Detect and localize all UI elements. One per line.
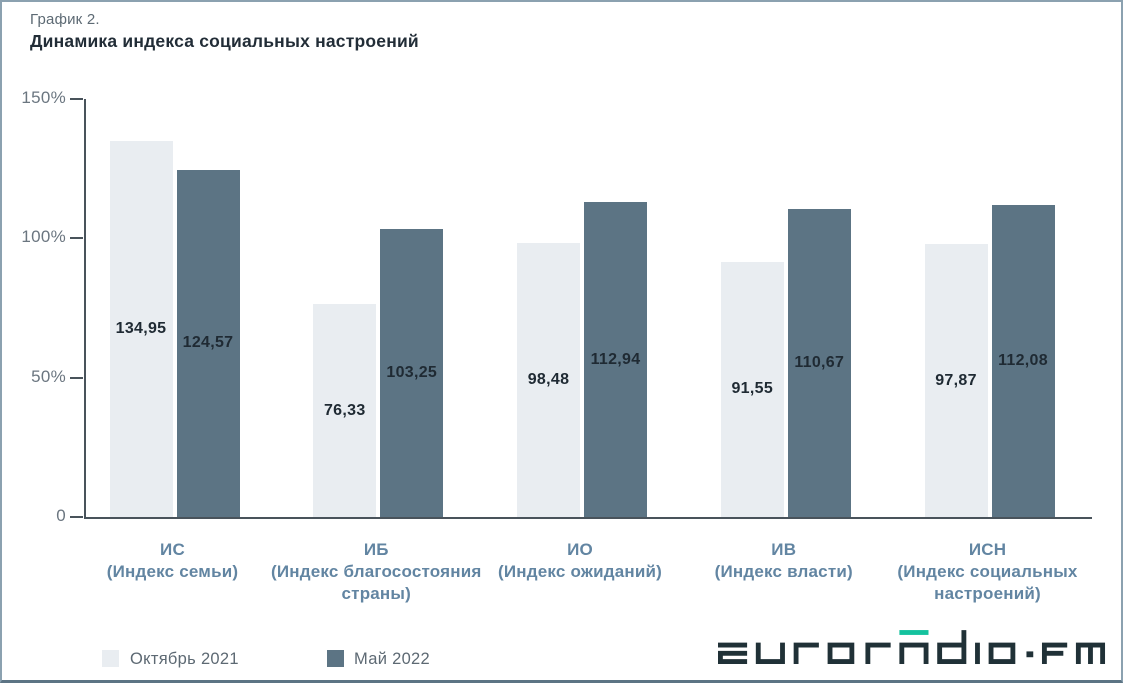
logo-letter-o: [827, 642, 855, 665]
logo-letter-m: [1075, 642, 1106, 665]
bar-ИС-may2022: [176, 169, 240, 517]
logo-letter-e: [718, 642, 748, 665]
bar-ИО-oct2021: [517, 242, 580, 517]
y-tick-dash: [70, 98, 83, 100]
y-tick-label: 50%: [31, 366, 66, 386]
logo-letter-r2: [865, 642, 891, 665]
bar-ИБ-oct2021: [313, 304, 377, 517]
bar-ИО-may2022: [584, 202, 647, 517]
category-code: ИВ: [771, 540, 797, 559]
logo-letter-f: [1041, 642, 1068, 665]
legend-swatch-may: [327, 650, 344, 667]
bar-ИБ-may2022: [380, 229, 444, 517]
category-code: ИС: [160, 540, 185, 559]
category-name: (Индекс благосостояния страны): [271, 562, 482, 603]
logo-letter-d: [937, 630, 967, 665]
bar-ИС-oct2021: [109, 140, 173, 517]
bar-ИСН-may2022: [991, 204, 1055, 517]
category-code: ИБ: [363, 540, 389, 559]
category-label-ИС: ИС (Индекс семьи): [61, 539, 285, 583]
legend-label-october: Октябрь 2021: [130, 650, 239, 668]
logo-dot: [1026, 651, 1034, 658]
legend-swatch-october: [102, 650, 119, 667]
chart-title: Динамика индекса социальных настроений: [30, 31, 419, 51]
y-tick-label: 100%: [21, 227, 66, 247]
category-name: (Индекс семьи): [106, 562, 239, 581]
category-label-ИВ: ИВ (Индекс власти): [672, 539, 896, 583]
logo-letter-r: [793, 642, 819, 665]
bar-value-label: 110,67: [794, 353, 845, 371]
logo-letter-a: [899, 642, 929, 665]
chart-pretitle: График 2.: [30, 11, 100, 28]
category-label-ИО: ИО (Индекс ожиданий): [468, 539, 692, 583]
y-tick-dash: [70, 516, 83, 518]
category-code: ИО: [567, 540, 593, 559]
category-code: ИСН: [968, 540, 1007, 559]
euroradio-fm-logo: [718, 630, 1106, 665]
logo-accent-bar: [899, 630, 929, 635]
y-tick-label: 0: [56, 506, 66, 525]
bar-value-label: 97,87: [935, 371, 977, 389]
bar-value-label: 103,25: [386, 364, 438, 382]
y-tick-label: 150%: [21, 88, 66, 107]
bar-value-label: 98,48: [527, 370, 570, 388]
y-tick-dash: [70, 237, 83, 240]
bar-ИСН-oct2021: [924, 244, 988, 517]
bar-value-label: 134,95: [115, 319, 167, 337]
category-label-ИБ: ИБ (Индекс благосостояния страны): [264, 539, 488, 605]
bar-value-label: 76,33: [323, 401, 366, 419]
bar-ИВ-oct2021: [720, 261, 784, 517]
category-name: (Индекс ожиданий): [498, 562, 662, 581]
bar-ИВ-may2022: [787, 208, 851, 517]
category-label-ИСН: ИСН (Индекс социальных настроений): [876, 539, 1100, 605]
bar-value-label: 112,94: [590, 350, 641, 368]
bar-value-label: 91,55: [731, 380, 774, 398]
bar-value-label: 112,08: [998, 351, 1048, 369]
category-name: (Индекс власти): [714, 562, 853, 581]
bar-value-label: 124,57: [182, 334, 234, 352]
legend-label-may: Май 2022: [354, 650, 431, 668]
logo-letter-o2: [988, 642, 1016, 665]
plot-area: 134,95 124,57 76,33 103,25 98,48 112,94 91,55 1…: [84, 99, 1092, 519]
category-name: (Индекс социальных настроений): [897, 562, 1078, 603]
logo-letter-u: [755, 642, 785, 665]
y-tick-dash: [70, 376, 83, 379]
